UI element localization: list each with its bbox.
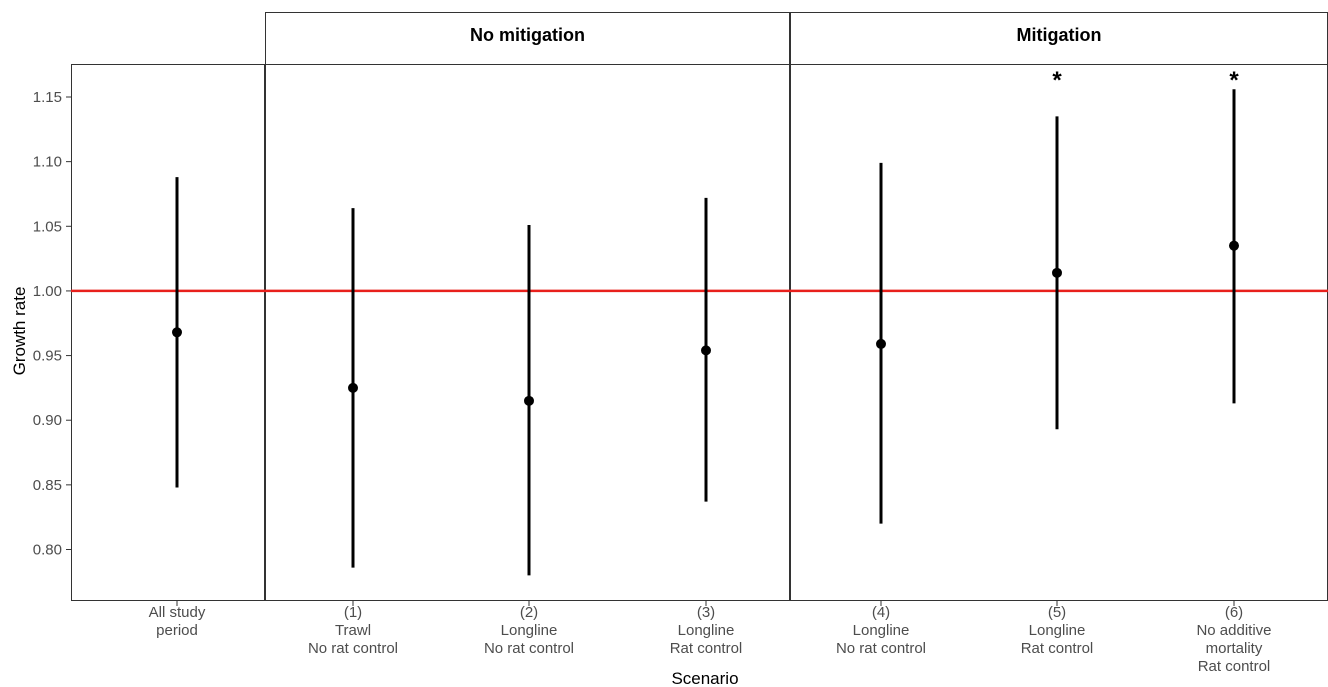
facet-strips: No mitigation Mitigation (265, 12, 1328, 65)
x-axis-title: Scenario (671, 669, 738, 687)
x-tick-label: Longline (853, 622, 910, 639)
panel-border (71, 64, 265, 601)
x-tick-label: period (156, 622, 198, 639)
facet-panels (71, 64, 1328, 601)
y-tick-label: 1.00 (33, 283, 62, 300)
x-tick-label: (3) (697, 604, 715, 621)
x-tick-label: Longline (1029, 622, 1086, 639)
x-tick-label: No rat control (836, 640, 926, 657)
x-tick-label: Longline (501, 622, 558, 639)
x-tick-label: Longline (678, 622, 735, 639)
y-tick-label: 0.85 (33, 477, 62, 494)
y-tick-label: 1.10 (33, 154, 62, 171)
data-marks: * * (172, 67, 1239, 576)
x-tick-label: (1) (344, 604, 362, 621)
x-tick-label: (6) (1225, 604, 1243, 621)
strip-label: No mitigation (470, 25, 585, 45)
panel-border (265, 64, 790, 601)
x-tick-label: Rat control (1198, 658, 1271, 675)
y-tick-label: 1.15 (33, 89, 62, 106)
point-estimate (524, 395, 534, 406)
point-estimate (1229, 240, 1239, 251)
significance-marker: * (1229, 67, 1239, 94)
point-estimate (172, 327, 182, 338)
point-estimate (701, 345, 711, 356)
y-tick-label: 1.05 (33, 218, 62, 235)
y-tick-label: 0.90 (33, 412, 62, 429)
point-estimate (876, 338, 886, 349)
significance-marker: * (1052, 67, 1062, 94)
y-tick-label: 0.80 (33, 542, 62, 559)
x-tick-label: No rat control (484, 640, 574, 657)
x-tick-label: (2) (520, 604, 538, 621)
x-tick-label: No rat control (308, 640, 398, 657)
y-axis-title: Growth rate (10, 287, 29, 376)
x-tick-label: Rat control (1021, 640, 1094, 657)
y-tick-label: 0.95 (33, 348, 62, 365)
y-axis: 0.80 0.85 0.90 0.95 1.00 1.05 1.10 1.15 (33, 89, 71, 559)
strip-box (790, 12, 1328, 65)
x-tick-label: All study (149, 604, 206, 621)
x-tick-label: (4) (872, 604, 890, 621)
strip-label: Mitigation (1017, 25, 1102, 45)
x-tick-label: No additive (1196, 622, 1271, 639)
x-tick-label: mortality (1206, 640, 1263, 657)
panel-border (790, 64, 1328, 601)
point-estimate (348, 382, 358, 393)
point-estimate (1052, 267, 1062, 278)
x-tick-label: (5) (1048, 604, 1066, 621)
x-tick-label: Trawl (335, 622, 371, 639)
x-tick-label: Rat control (670, 640, 743, 657)
strip-box (265, 12, 790, 65)
